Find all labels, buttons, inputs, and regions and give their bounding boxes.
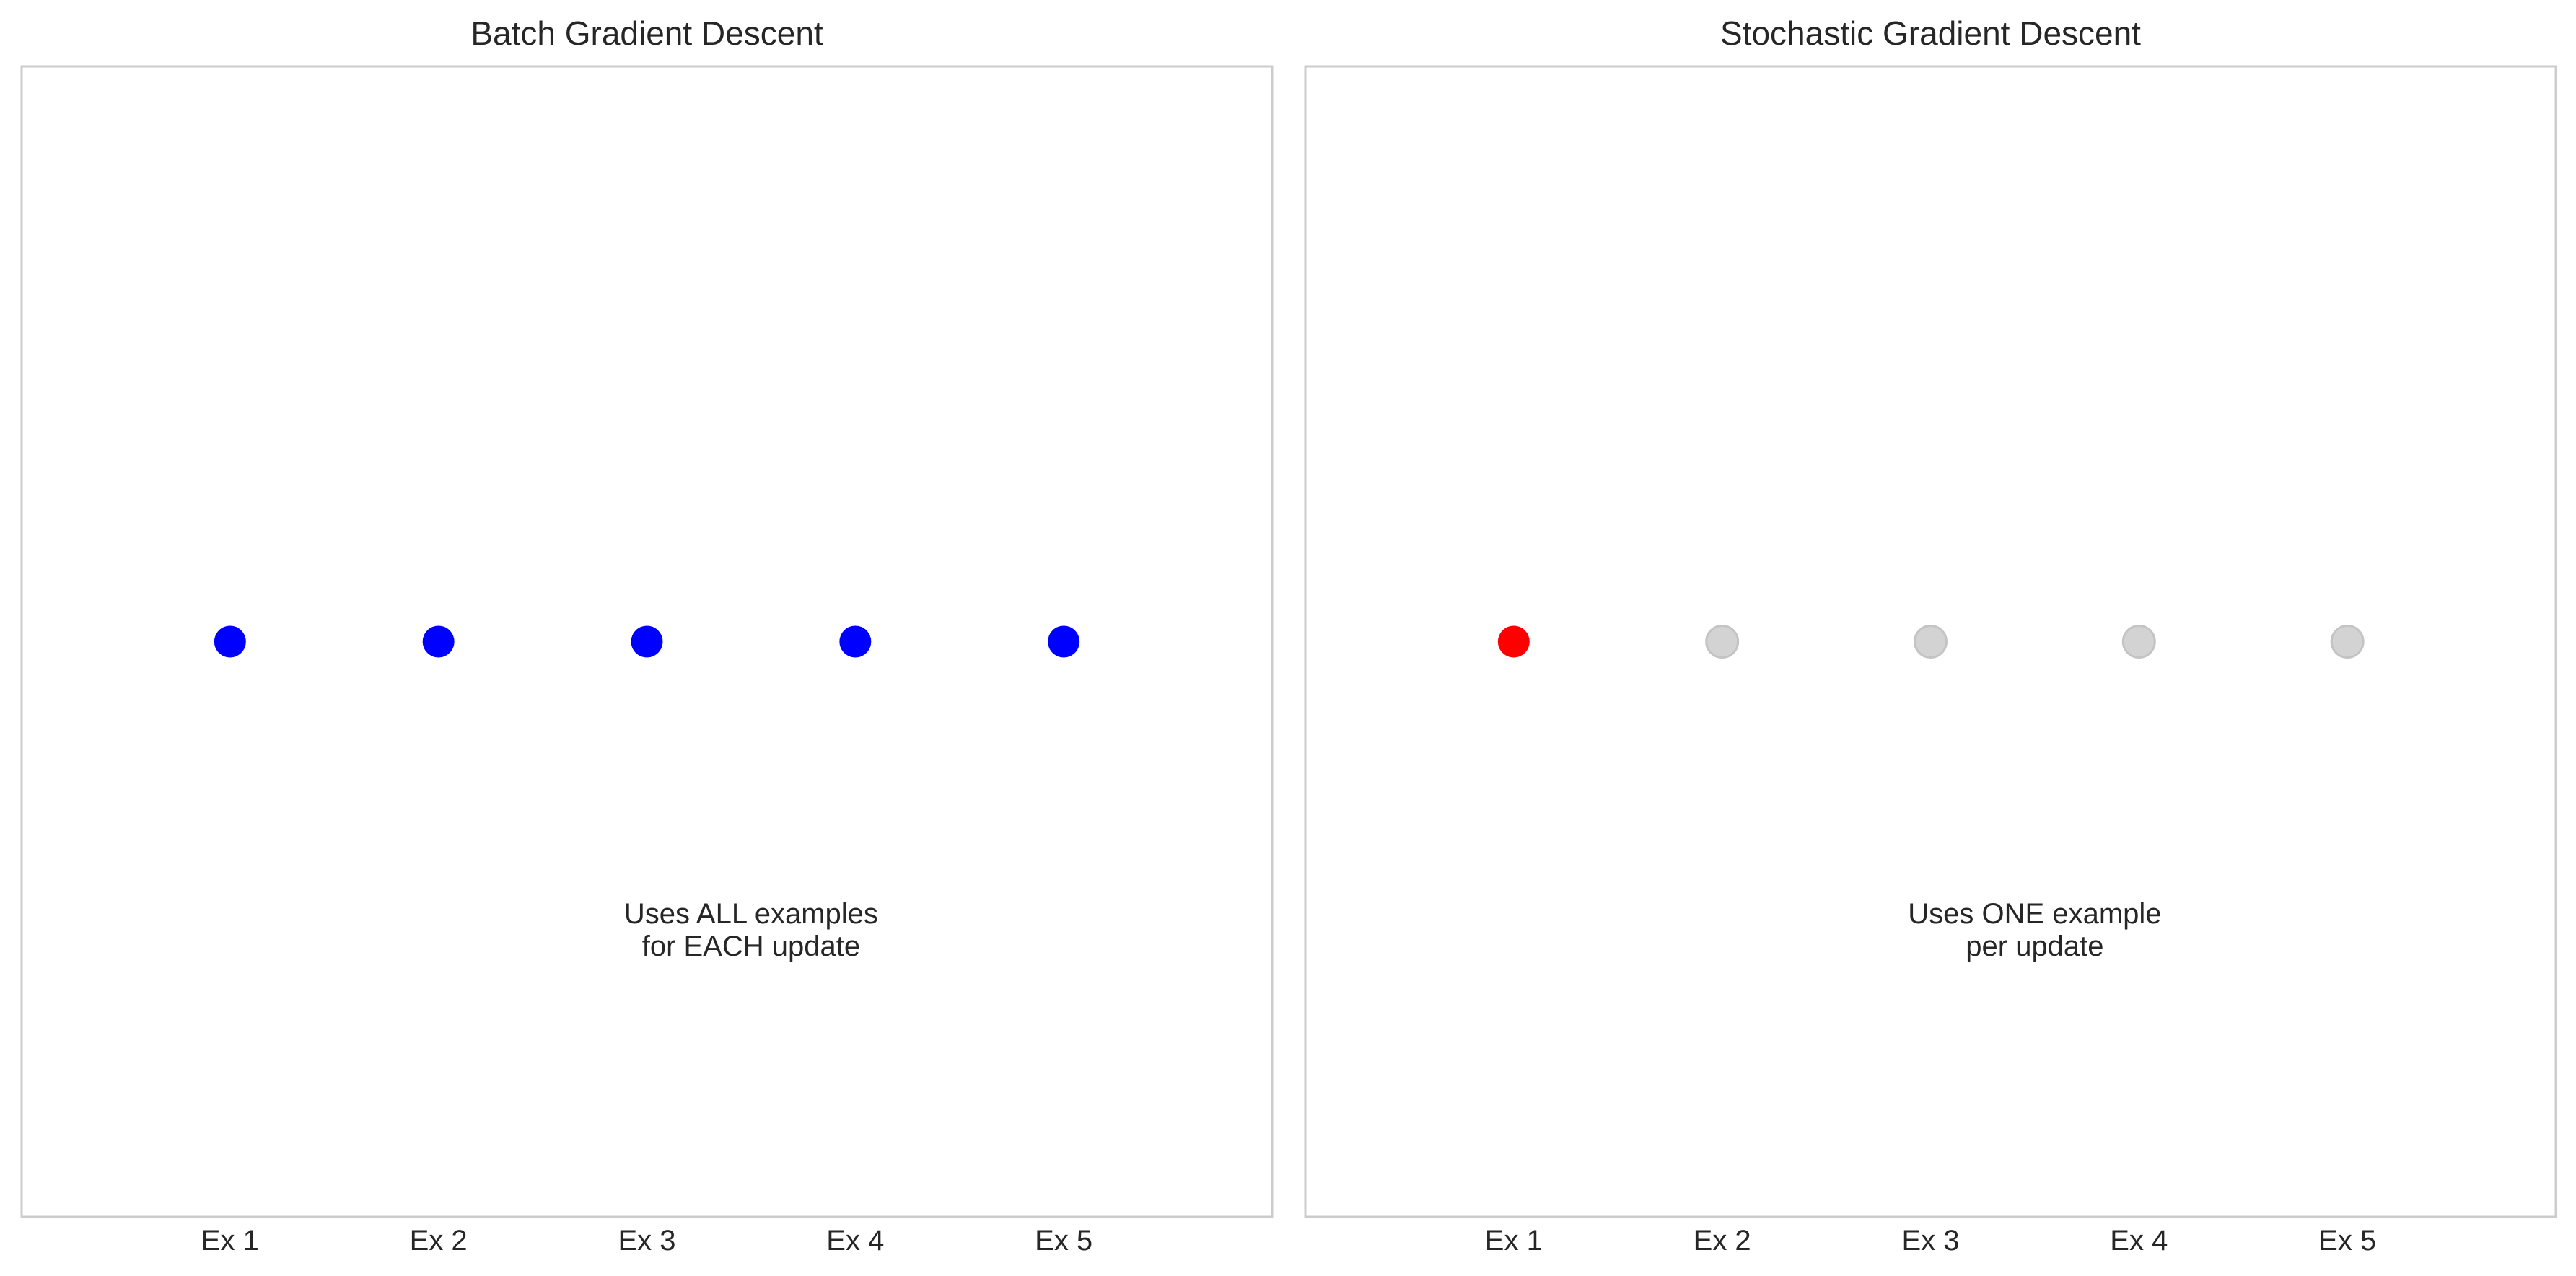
panel-title: Stochastic Gradient Descent [1720,14,2141,52]
x-tick-labels: Ex 1 Ex 2 Ex 3 Ex 4 Ex 5 [201,1225,1092,1257]
x-tick-label: Ex 3 [618,1225,675,1257]
data-point-2 [1705,625,1740,659]
data-points [214,625,1080,658]
x-tick-label: Ex 5 [2318,1225,2376,1257]
data-point-1 [214,625,246,658]
annotation-line-1: Uses ONE example [1908,898,2161,930]
x-tick-label: Ex 4 [826,1225,884,1257]
annotation-line-1: Uses ALL examples [624,898,878,930]
x-tick-label: Ex 4 [2110,1225,2168,1257]
data-point-4 [2121,625,2156,659]
panel-stochastic: Stochastic Gradient Descent Ex 1 Ex 2 Ex 3… [1304,14,2557,1257]
data-point-2 [422,625,455,658]
annotation-line-2: for EACH update [642,930,860,962]
data-point-3 [631,625,663,658]
x-tick-label: Ex 1 [1485,1225,1543,1257]
data-points [1497,625,2365,659]
x-tick-label: Ex 2 [1694,1225,1751,1257]
x-tick-label: Ex 3 [1901,1225,1959,1257]
data-point-5 [1048,625,1080,658]
x-tick-label: Ex 2 [410,1225,468,1257]
data-point-5 [2330,625,2365,659]
x-tick-labels: Ex 1 Ex 2 Ex 3 Ex 4 Ex 5 [1485,1225,2376,1257]
data-point-1 [1497,625,1530,658]
panel-title: Batch Gradient Descent [470,14,823,52]
x-tick-label: Ex 1 [201,1225,259,1257]
annotation-line-2: per update [1966,930,2103,962]
data-point-3 [1914,625,1948,659]
data-point-4 [839,625,872,658]
x-tick-label: Ex 5 [1035,1225,1092,1257]
